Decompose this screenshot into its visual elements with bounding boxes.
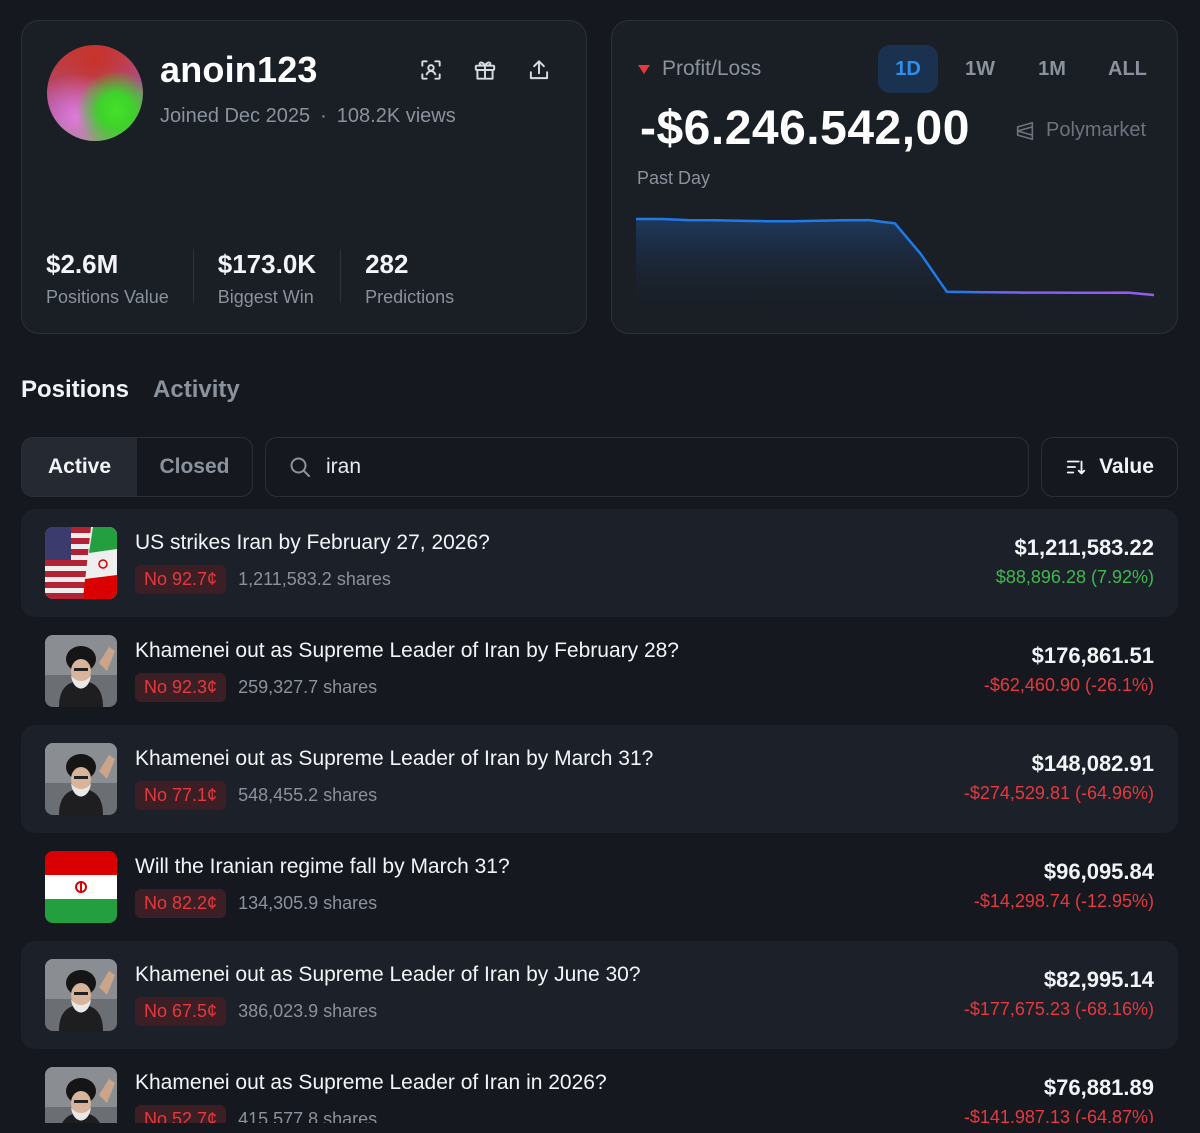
position-title: Will the Iranian regime fall by March 31… bbox=[135, 855, 510, 878]
down-triangle-icon bbox=[638, 64, 650, 74]
active-filter-button[interactable]: Active bbox=[22, 438, 137, 496]
pnl-header: Profit/Loss bbox=[638, 57, 761, 81]
range-tab-1d[interactable]: 1D bbox=[878, 45, 938, 93]
share-count: 134,305.9 shares bbox=[238, 893, 378, 913]
position-meta: No 92.7¢ 1,211,583.2 shares bbox=[135, 565, 391, 594]
stat-biggest-win: $173.0K Biggest Win bbox=[217, 249, 342, 307]
profile-meta: Joined Dec 2025 · 108.2K views bbox=[160, 105, 456, 128]
brand-name: Polymarket bbox=[1046, 119, 1147, 141]
closed-filter-button[interactable]: Closed bbox=[159, 455, 230, 478]
sort-label: Value bbox=[1099, 455, 1154, 478]
position-pnl: -$14,298.74 (-12.95%) bbox=[973, 891, 1154, 911]
stat-label: Positions Value bbox=[46, 287, 169, 307]
position-meta: No 82.2¢ 134,305.9 shares bbox=[135, 889, 377, 918]
stat-label: Predictions bbox=[365, 287, 455, 307]
position-title: Khamenei out as Supreme Leader of Iran b… bbox=[135, 639, 679, 662]
portrait-thumbnail bbox=[45, 959, 117, 1031]
pnl-chart bbox=[636, 217, 1154, 321]
list-item[interactable]: Khamenei out as Supreme Leader of Iran b… bbox=[21, 941, 1178, 1049]
position-value: $1,211,583.22 bbox=[1014, 535, 1154, 560]
range-tabs: 1D 1W 1M ALL bbox=[878, 45, 1173, 93]
position-title: US strikes Iran by February 27, 2026? bbox=[135, 531, 490, 554]
share-count: 386,023.9 shares bbox=[238, 1001, 378, 1021]
position-meta: No 52.7¢ 415,577.8 shares bbox=[135, 1105, 377, 1123]
profile-card: anoin123 Joined Dec 2025 · 108.2K views $2… bbox=[21, 20, 587, 334]
iran-flag-thumbnail bbox=[45, 851, 117, 923]
outcome-badge: No 52.7¢ bbox=[135, 1105, 227, 1123]
stat-value: 282 bbox=[365, 249, 409, 279]
stat-value: $2.6M bbox=[46, 249, 119, 279]
portrait-thumbnail bbox=[45, 1067, 117, 1123]
position-pnl: -$274,529.81 (-64.96%) bbox=[963, 783, 1154, 803]
position-value: $76,881.89 bbox=[1043, 1075, 1154, 1100]
sort-icon bbox=[1066, 460, 1086, 475]
outcome-badge: No 92.3¢ bbox=[135, 673, 227, 702]
position-value: $82,995.14 bbox=[1043, 967, 1154, 992]
stat-value: $173.0K bbox=[217, 249, 317, 279]
position-value: $148,082.91 bbox=[1031, 751, 1154, 776]
stat-predictions: 282 Predictions bbox=[365, 249, 454, 307]
outcome-badge: No 92.7¢ bbox=[135, 565, 227, 594]
stat-positions-value: $2.6M Positions Value bbox=[46, 249, 194, 307]
tab-positions[interactable]: Positions bbox=[21, 376, 130, 403]
share-count: 259,327.7 shares bbox=[238, 677, 378, 697]
flags-thumbnail bbox=[45, 527, 117, 599]
search-box bbox=[265, 437, 1029, 497]
sort-button[interactable]: Value bbox=[1041, 437, 1178, 497]
share-icon[interactable] bbox=[524, 55, 554, 85]
range-tab-1w[interactable]: 1W bbox=[965, 57, 995, 80]
pnl-value: -$6.246.542,00 bbox=[640, 102, 970, 155]
meta-separator: · bbox=[320, 105, 327, 127]
position-pnl: $88,896.28 (7.92%) bbox=[995, 567, 1154, 587]
profile-stats: $2.6M Positions Value $173.0K Biggest Wi… bbox=[46, 249, 454, 307]
view-count: 108.2K views bbox=[336, 105, 456, 127]
polymarket-logo-icon bbox=[1016, 121, 1034, 140]
pnl-card: Profit/Loss 1D 1W 1M ALL -$6.246.542,00 … bbox=[611, 20, 1178, 334]
range-tab-1m[interactable]: 1M bbox=[1038, 57, 1066, 80]
list-item[interactable]: Khamenei out as Supreme Leader of Iran b… bbox=[21, 617, 1178, 725]
positions-list: US strikes Iran by February 27, 2026? No… bbox=[21, 509, 1178, 1123]
share-count: 548,455.2 shares bbox=[238, 785, 378, 805]
search-icon bbox=[290, 457, 310, 477]
list-item[interactable]: Will the Iranian regime fall by March 31… bbox=[21, 833, 1178, 941]
position-meta: No 77.1¢ 548,455.2 shares bbox=[135, 781, 377, 810]
portrait-thumbnail bbox=[45, 635, 117, 707]
position-pnl: -$62,460.90 (-26.1%) bbox=[983, 675, 1154, 695]
pnl-line bbox=[636, 217, 1154, 297]
status-toggle: Active Closed bbox=[21, 437, 253, 497]
search-input[interactable] bbox=[326, 455, 976, 479]
position-title: Khamenei out as Supreme Leader of Iran i… bbox=[135, 1071, 607, 1094]
outcome-badge: No 67.5¢ bbox=[135, 997, 227, 1026]
stat-label: Biggest Win bbox=[217, 287, 314, 307]
outcome-badge: No 82.2¢ bbox=[135, 889, 227, 918]
position-pnl: -$141,987.13 (-64.87%) bbox=[963, 1107, 1154, 1123]
position-value: $96,095.84 bbox=[1043, 859, 1154, 884]
main-tabs: Positions Activity bbox=[21, 376, 264, 404]
position-pnl: -$177,675.23 (-68.16%) bbox=[963, 999, 1154, 1019]
list-item[interactable]: US strikes Iran by February 27, 2026? No… bbox=[21, 509, 1178, 617]
avatar bbox=[47, 45, 143, 141]
position-title: Khamenei out as Supreme Leader of Iran b… bbox=[135, 963, 641, 986]
range-tab-all[interactable]: ALL bbox=[1108, 57, 1147, 80]
position-value: $176,861.51 bbox=[1031, 643, 1154, 668]
pnl-label: Profit/Loss bbox=[662, 57, 762, 80]
position-meta: No 67.5¢ 386,023.9 shares bbox=[135, 997, 377, 1026]
tab-activity[interactable]: Activity bbox=[153, 376, 240, 403]
portrait-thumbnail bbox=[45, 743, 117, 815]
username: anoin123 bbox=[160, 49, 318, 90]
position-meta: No 92.3¢ 259,327.7 shares bbox=[135, 673, 377, 702]
period-label: Past Day bbox=[637, 168, 711, 188]
outcome-badge: No 77.1¢ bbox=[135, 781, 227, 810]
position-title: Khamenei out as Supreme Leader of Iran b… bbox=[135, 747, 654, 770]
list-item[interactable]: Khamenei out as Supreme Leader of Iran i… bbox=[21, 1049, 1178, 1123]
scan-icon[interactable] bbox=[416, 55, 446, 85]
pnl-area bbox=[636, 219, 1154, 321]
gift-icon[interactable] bbox=[470, 55, 500, 85]
list-item[interactable]: Khamenei out as Supreme Leader of Iran b… bbox=[21, 725, 1178, 833]
joined-date: Joined Dec 2025 bbox=[160, 105, 311, 127]
share-count: 1,211,583.2 shares bbox=[238, 569, 391, 589]
share-count: 415,577.8 shares bbox=[238, 1109, 378, 1123]
brand: Polymarket bbox=[1014, 119, 1146, 142]
